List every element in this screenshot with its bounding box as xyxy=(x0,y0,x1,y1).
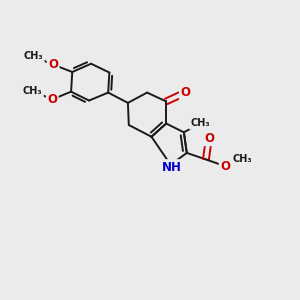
Text: CH₃: CH₃ xyxy=(232,154,252,164)
Text: CH₃: CH₃ xyxy=(190,118,210,128)
Text: O: O xyxy=(180,86,190,99)
Text: O: O xyxy=(47,93,57,106)
Text: O: O xyxy=(220,160,230,173)
Text: NH: NH xyxy=(162,160,182,174)
Text: CH₃: CH₃ xyxy=(24,51,44,62)
Text: CH₃: CH₃ xyxy=(23,86,43,96)
Text: O: O xyxy=(204,132,214,145)
Text: O: O xyxy=(48,58,58,71)
